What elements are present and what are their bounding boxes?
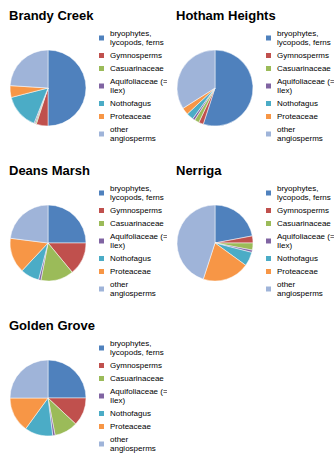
svg-text:angiosperms: angiosperms	[277, 289, 323, 298]
svg-text:Proteaceae: Proteaceae	[277, 112, 318, 121]
svg-text:Casuarinaceae: Casuarinaceae	[110, 374, 164, 383]
svg-text:Hotham Heights: Hotham Heights	[176, 8, 276, 23]
svg-text:Ilex): Ilex)	[110, 396, 125, 405]
svg-text:other: other	[110, 125, 130, 134]
svg-text:Nothofagus: Nothofagus	[277, 254, 318, 263]
svg-text:angiosperms: angiosperms	[110, 289, 156, 298]
svg-text:bryophytes,: bryophytes,	[110, 184, 154, 193]
svg-text:Aquifoliaceae (=: Aquifoliaceae (=	[110, 387, 167, 396]
svg-text:Casuarinaceae: Casuarinaceae	[110, 219, 164, 228]
svg-text:Brandy Creek: Brandy Creek	[9, 8, 94, 23]
svg-text:Casuarinaceae: Casuarinaceae	[110, 64, 164, 73]
svg-text:angiosperms: angiosperms	[277, 134, 323, 143]
svg-text:Proteaceae: Proteaceae	[110, 422, 151, 431]
svg-text:other: other	[110, 435, 130, 444]
svg-text:angiosperms: angiosperms	[110, 444, 156, 453]
svg-text:Proteaceae: Proteaceae	[110, 112, 151, 121]
svg-text:Casuarinaceae: Casuarinaceae	[277, 64, 331, 73]
svg-text:Nothofagus: Nothofagus	[277, 99, 318, 108]
svg-text:lycopods, ferns: lycopods, ferns	[110, 38, 164, 47]
svg-text:lycopods, ferns: lycopods, ferns	[110, 348, 164, 357]
svg-text:Ilex): Ilex)	[110, 86, 125, 95]
svg-text:Proteaceae: Proteaceae	[277, 267, 318, 276]
svg-text:other: other	[277, 125, 297, 134]
svg-text:Proteaceae: Proteaceae	[110, 267, 151, 276]
svg-text:lycopods, ferns: lycopods, ferns	[110, 193, 164, 202]
svg-text:Ilex): Ilex)	[110, 241, 125, 250]
svg-text:Nerriga: Nerriga	[176, 163, 222, 178]
svg-text:Aquifoliaceae (=: Aquifoliaceae (=	[110, 77, 167, 86]
svg-text:bryophytes,: bryophytes,	[277, 29, 321, 38]
svg-text:Gymnosperms: Gymnosperms	[110, 206, 162, 215]
svg-text:bryophytes,: bryophytes,	[277, 184, 321, 193]
svg-text:Nothofagus: Nothofagus	[110, 409, 151, 418]
svg-text:lycopods, ferns: lycopods, ferns	[277, 193, 331, 202]
svg-text:Nothofagus: Nothofagus	[110, 99, 151, 108]
svg-text:Aquifoliaceae (=: Aquifoliaceae (=	[277, 77, 334, 86]
svg-text:lycopods, ferns: lycopods, ferns	[277, 38, 331, 47]
svg-text:Deans Marsh: Deans Marsh	[9, 163, 90, 178]
svg-text:Gymnosperms: Gymnosperms	[110, 51, 162, 60]
svg-text:Casuarinaceae: Casuarinaceae	[277, 219, 331, 228]
svg-text:Gymnosperms: Gymnosperms	[277, 51, 329, 60]
svg-text:Aquifoliaceae (=: Aquifoliaceae (=	[277, 232, 334, 241]
svg-text:Gymnosperms: Gymnosperms	[277, 206, 329, 215]
svg-text:bryophytes,: bryophytes,	[110, 339, 154, 348]
svg-text:Aquifoliaceae (=: Aquifoliaceae (=	[110, 232, 167, 241]
svg-text:Nothofagus: Nothofagus	[110, 254, 151, 263]
svg-text:Ilex): Ilex)	[277, 241, 292, 250]
svg-text:Ilex): Ilex)	[277, 86, 292, 95]
svg-text:other: other	[277, 280, 297, 289]
svg-text:Golden Grove: Golden Grove	[9, 318, 95, 333]
svg-text:other: other	[110, 280, 130, 289]
svg-text:bryophytes,: bryophytes,	[110, 29, 154, 38]
svg-text:Gymnosperms: Gymnosperms	[110, 361, 162, 370]
svg-text:angiosperms: angiosperms	[110, 134, 156, 143]
